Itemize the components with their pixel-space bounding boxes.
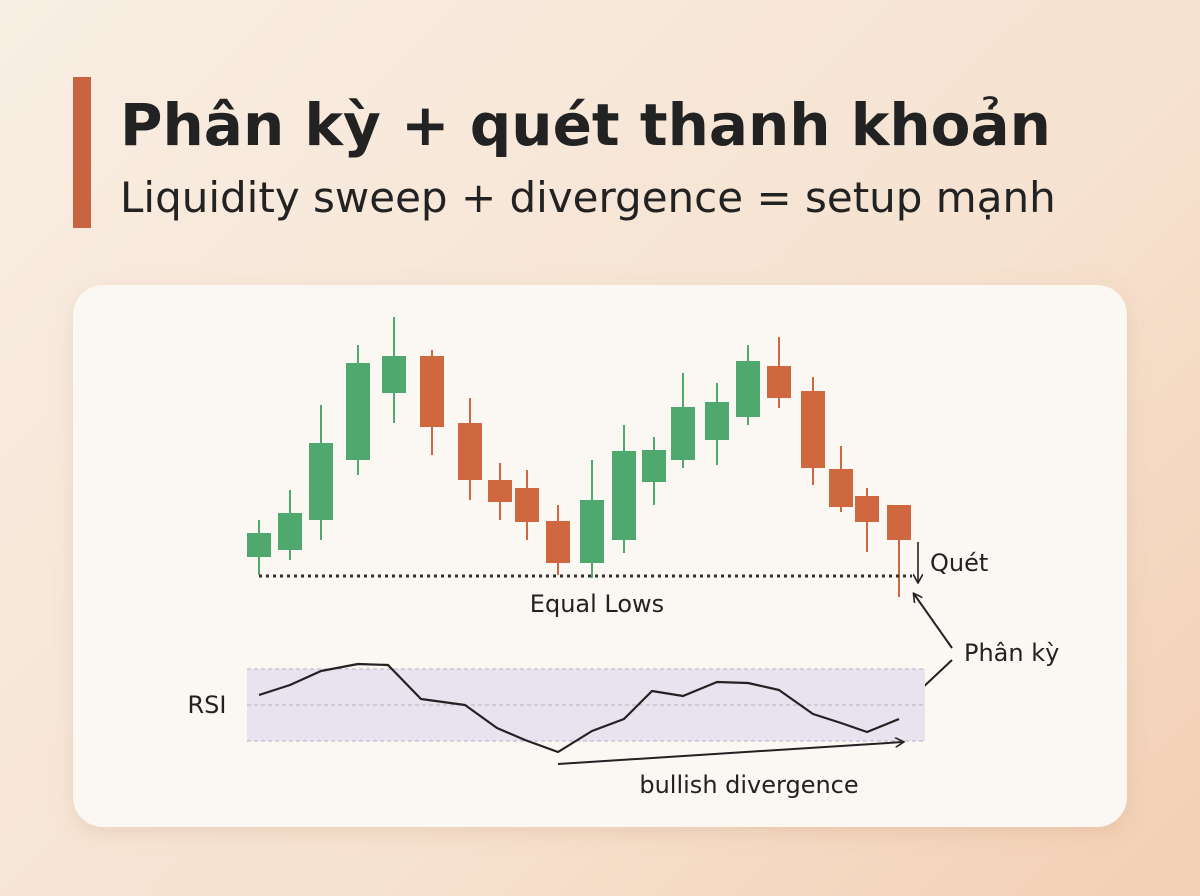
divergence-arrow: [914, 594, 953, 649]
candle-body: [458, 423, 482, 480]
divergence-label: Phân kỳ: [964, 639, 1059, 667]
candle-body: [736, 361, 760, 417]
candle-body: [580, 500, 604, 563]
bullish-arrow: [557, 742, 903, 765]
rsi-line: [258, 662, 900, 754]
candle-body: [642, 450, 666, 482]
sweep-label: Quét: [930, 549, 988, 577]
candles: [247, 317, 911, 597]
candle-body: [278, 513, 302, 550]
candle-body: [546, 521, 570, 563]
bullish-label: bullish divergence: [639, 771, 858, 799]
equal-lows-label: Equal Lows: [530, 590, 664, 618]
candle-body: [515, 488, 539, 522]
candle-body: [247, 533, 271, 557]
candle-body: [309, 443, 333, 520]
subtitle: Liquidity sweep + divergence = setup mạn…: [120, 173, 1056, 222]
candle-body: [767, 366, 791, 398]
candle-body: [829, 469, 853, 507]
candle-body: [612, 451, 636, 540]
candle-body: [887, 505, 911, 540]
title: Phân kỳ + quét thanh khoản: [120, 91, 1051, 159]
candle-body: [801, 391, 825, 468]
candle-body: [382, 356, 406, 393]
candle-body: [488, 480, 512, 502]
candle-body: [855, 496, 879, 522]
accent-bar: [73, 77, 91, 228]
candle-body: [346, 363, 370, 460]
candle-body: [671, 407, 695, 460]
candle-body: [705, 402, 729, 440]
candle-body: [420, 356, 444, 427]
rsi-label: RSI: [188, 691, 227, 719]
